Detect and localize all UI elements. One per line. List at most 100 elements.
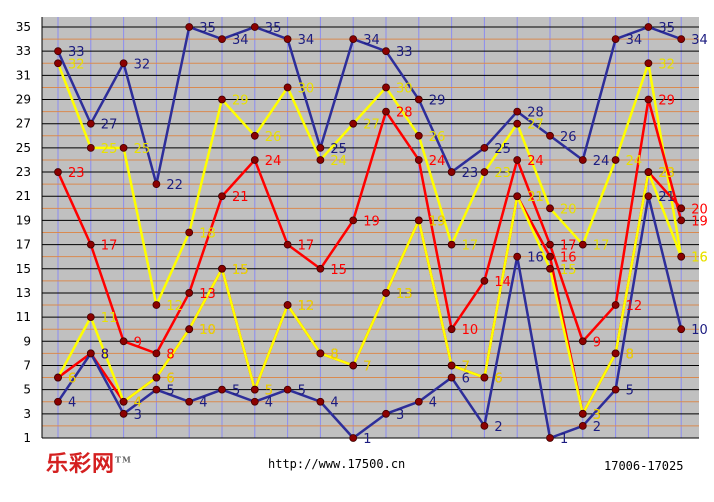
data-label: 12 (298, 299, 315, 314)
data-label: 17 (298, 239, 315, 254)
data-label: 4 (199, 396, 207, 411)
data-point (119, 397, 128, 406)
data-point (546, 240, 554, 249)
data-point (480, 276, 489, 285)
data-label: 32 (134, 57, 151, 72)
data-point (513, 252, 522, 261)
data-label: 6 (462, 372, 470, 387)
data-point (152, 180, 161, 189)
data-point (546, 204, 554, 213)
data-point (86, 119, 95, 128)
data-point (480, 168, 489, 176)
data-label: 29 (658, 94, 675, 109)
issue-range: 17006-17025 (604, 459, 684, 473)
logo-trademark: TM (115, 454, 132, 465)
data-label: 6 (494, 372, 502, 387)
data-label: 25 (494, 142, 511, 157)
data-label: 15 (232, 263, 249, 278)
data-point (677, 216, 686, 225)
data-point (546, 131, 554, 140)
data-point (54, 168, 62, 176)
data-point (218, 95, 226, 104)
data-label: 4 (134, 396, 142, 411)
data-label: 17 (560, 239, 577, 254)
y-tick-label: 19 (16, 213, 31, 227)
data-label: 16 (560, 251, 577, 266)
y-tick-label: 13 (16, 286, 31, 300)
data-point (152, 301, 161, 309)
data-point (185, 397, 194, 406)
logo-text: 乐彩网 (46, 451, 116, 477)
data-point (611, 301, 620, 309)
data-label: 21 (527, 190, 544, 205)
data-label: 19 (691, 214, 708, 229)
data-label: 3 (134, 408, 142, 423)
data-point (480, 422, 489, 430)
data-point (185, 23, 194, 31)
data-label: 25 (330, 142, 347, 157)
data-point (677, 35, 686, 43)
data-label: 24 (330, 154, 347, 169)
data-point (447, 373, 456, 382)
data-point (513, 192, 522, 201)
data-point (54, 373, 62, 382)
data-label: 16 (527, 251, 544, 266)
data-label: 8 (626, 347, 634, 362)
data-label: 10 (691, 323, 708, 338)
data-label: 23 (658, 166, 675, 181)
data-point (414, 95, 423, 104)
data-labels: 3327322235343534253433292325282624343534… (68, 21, 708, 447)
data-label: 8 (101, 347, 109, 362)
data-point (611, 35, 620, 43)
data-point (349, 35, 358, 43)
data-label: 34 (691, 33, 708, 48)
y-tick-label: 3 (23, 407, 31, 421)
site-url: http://www.17500.cn (268, 457, 406, 471)
data-label: 7 (462, 359, 470, 374)
data-point (611, 385, 620, 394)
data-point (382, 47, 390, 56)
data-point (250, 23, 259, 31)
data-label: 5 (265, 384, 273, 399)
data-point (382, 289, 390, 297)
data-point (218, 192, 226, 201)
data-label: 7 (462, 359, 470, 374)
data-point (218, 264, 226, 273)
data-point (283, 385, 292, 394)
data-point (513, 156, 522, 164)
data-label: 32 (658, 57, 675, 72)
data-label: 26 (560, 130, 577, 145)
data-label: 23 (462, 166, 479, 181)
y-tick-label: 21 (16, 189, 31, 203)
data-label: 16 (691, 251, 708, 266)
data-label: 6 (68, 372, 76, 387)
data-point (677, 252, 686, 261)
data-point (316, 156, 325, 164)
series-line-2 (56, 62, 683, 307)
data-label: 27 (527, 118, 544, 133)
y-tick-label: 23 (16, 165, 31, 179)
data-label: 17 (593, 239, 610, 254)
data-point (54, 47, 62, 56)
data-point (250, 156, 259, 164)
data-point (546, 264, 554, 273)
y-tick-label: 27 (16, 117, 31, 131)
data-label: 19 (429, 214, 446, 229)
y-tick-label: 1 (23, 431, 31, 445)
data-label: 2 (593, 420, 601, 435)
data-label: 5 (626, 384, 634, 399)
data-point (152, 385, 161, 394)
data-point (480, 143, 489, 152)
data-label: 15 (560, 263, 577, 278)
data-label: 23 (494, 166, 511, 181)
data-point (578, 337, 587, 346)
data-point (250, 385, 259, 394)
data-point (152, 373, 161, 382)
y-tick-label: 31 (16, 68, 31, 82)
data-point (382, 83, 390, 92)
data-point (546, 252, 554, 261)
data-label: 1 (363, 432, 371, 447)
y-tick-label: 15 (16, 262, 31, 276)
